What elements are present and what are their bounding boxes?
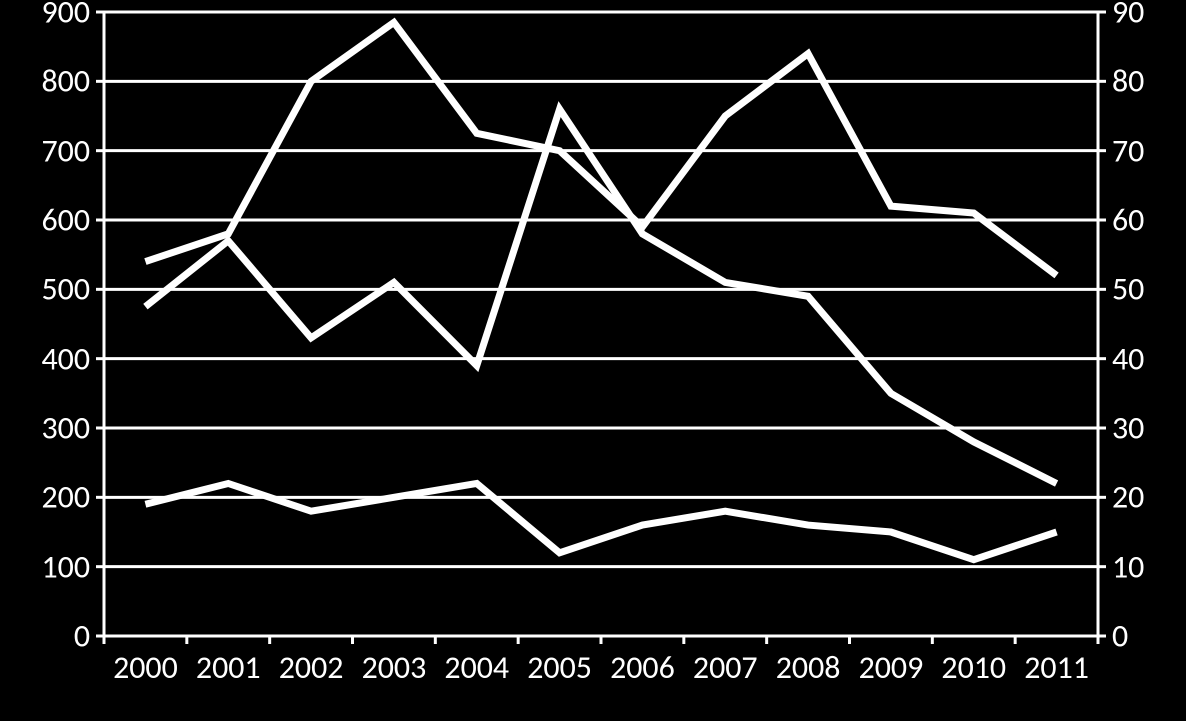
y-left-tick-900: 900	[41, 0, 90, 32]
x-tick-2003: 2003	[362, 648, 427, 687]
x-tick-2011: 2011	[1024, 648, 1089, 687]
line-series-upper	[145, 22, 1056, 275]
chart-svg	[0, 0, 1186, 721]
y-left-tick-300: 300	[41, 409, 90, 448]
x-tick-2010: 2010	[941, 648, 1006, 687]
x-tick-2006: 2006	[610, 648, 675, 687]
y-right-tick-10: 10	[1112, 547, 1144, 586]
x-tick-2001: 2001	[196, 648, 261, 687]
y-left-tick-100: 100	[41, 547, 90, 586]
x-tick-2008: 2008	[776, 648, 841, 687]
y-right-tick-20: 20	[1112, 478, 1144, 517]
x-tick-2004: 2004	[444, 648, 509, 687]
x-tick-2002: 2002	[279, 648, 344, 687]
y-left-tick-700: 700	[41, 131, 90, 170]
y-left-tick-800: 800	[41, 62, 90, 101]
x-tick-2005: 2005	[527, 648, 592, 687]
line-series-lower	[145, 483, 1056, 559]
x-tick-2007: 2007	[693, 648, 758, 687]
y-right-tick-0: 0	[1112, 617, 1128, 656]
y-left-tick-500: 500	[41, 270, 90, 309]
y-left-tick-200: 200	[41, 478, 90, 517]
y-right-tick-30: 30	[1112, 409, 1144, 448]
y-left-tick-400: 400	[41, 339, 90, 378]
y-right-tick-40: 40	[1112, 339, 1144, 378]
y-left-tick-600: 600	[41, 201, 90, 240]
y-left-tick-0: 0	[74, 617, 90, 656]
chart-container: 0 100 200 300 400 500 600 700 800 900 0 10 20 30 40 50 6…	[0, 0, 1186, 721]
y-right-tick-80: 80	[1112, 62, 1144, 101]
y-right-tick-50: 50	[1112, 270, 1144, 309]
y-right-tick-70: 70	[1112, 131, 1144, 170]
x-tick-2009: 2009	[859, 648, 924, 687]
y-right-tick-90: 90	[1112, 0, 1144, 32]
x-tick-2000: 2000	[113, 648, 178, 687]
y-right-tick-60: 60	[1112, 201, 1144, 240]
